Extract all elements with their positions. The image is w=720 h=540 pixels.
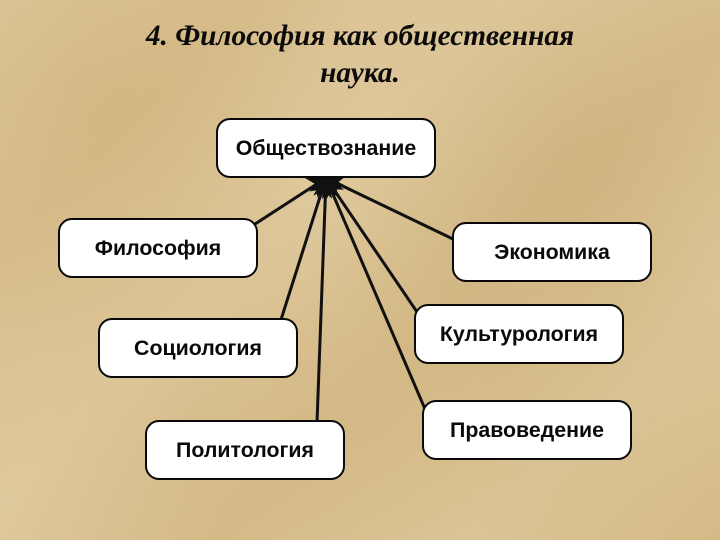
edge [316,178,326,450]
node-philosophy: Философия [58,218,258,278]
node-hub: Обществознание [216,118,436,178]
node-sociology: Социология [98,318,298,378]
slide-stage: 4. Философия как общественная наука. Общ… [0,0,720,540]
node-economics: Экономика [452,222,652,282]
node-culture: Культурология [414,304,624,364]
edge [326,178,434,430]
node-politics: Политология [145,420,345,480]
node-law: Правоведение [422,400,632,460]
